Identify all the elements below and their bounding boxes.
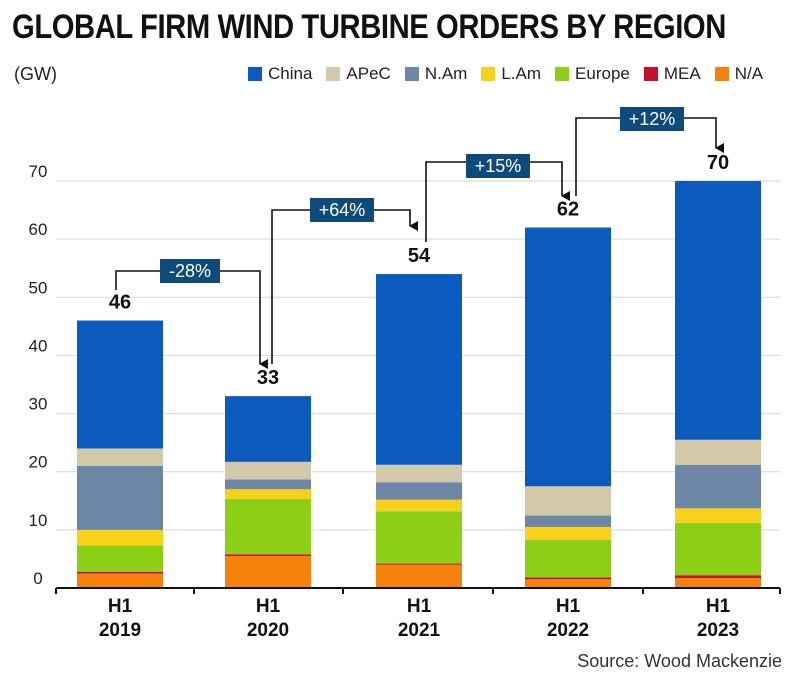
bar-total-label: 62 (557, 199, 579, 221)
bar-segment-na (675, 578, 761, 588)
change-badge (466, 154, 530, 178)
bar-segment-apec (77, 448, 163, 466)
bar-segment-na (376, 564, 462, 588)
legend-item-europe: Europe (555, 64, 630, 84)
bar-segment-lam (225, 489, 311, 500)
legend-item-china: China (248, 64, 312, 84)
bar-segment-lam (525, 526, 611, 540)
bar-segment-nam (77, 465, 163, 530)
bar-total-label: 33 (257, 367, 279, 389)
x-tick-label: H1 (706, 596, 731, 617)
x-tick-label: 2023 (697, 620, 739, 641)
y-tick-label: 10 (29, 511, 48, 530)
change-badge (310, 198, 374, 222)
change-label: +64% (319, 200, 366, 220)
legend: China APeC N.Am L.Am Europe MEA N/A (248, 64, 763, 84)
bar-segment-china (525, 227, 611, 487)
bar-segment-nam (675, 464, 761, 509)
x-tick-label: H1 (256, 596, 281, 617)
change-label: +15% (475, 156, 522, 176)
y-tick-label: 50 (29, 278, 48, 297)
y-tick-label: 30 (29, 395, 48, 414)
legend-item-lam: L.Am (481, 64, 541, 84)
legend-item-nam: N.Am (404, 64, 468, 84)
y-unit-label: (GW) (14, 64, 57, 84)
y-tick-label: 70 (29, 162, 48, 181)
legend-label: APeC (346, 64, 391, 83)
bar-segment-lam (376, 499, 462, 512)
bar-segment-na (225, 556, 311, 588)
bar-segment-mea (525, 577, 611, 580)
legend-swatch (481, 67, 496, 81)
bar-segment-mea (225, 554, 311, 557)
legend-label: MEA (663, 64, 701, 83)
legend-label: N.Am (424, 64, 468, 83)
x-tick-label: H1 (407, 596, 432, 617)
bar-total-label: 46 (109, 292, 131, 314)
chart-title: GLOBAL FIRM WIND TURBINE ORDERS BY REGIO… (12, 8, 726, 46)
bar-segment-apec (376, 464, 462, 483)
legend-item-na: N/A (714, 64, 764, 84)
bar-segment-nam (525, 515, 611, 527)
bar-segment-europe (675, 522, 761, 576)
legend-label: L.Am (501, 64, 542, 83)
bar-segment-china (376, 274, 462, 465)
change-label: -28% (169, 261, 211, 281)
legend-swatch (326, 67, 341, 81)
bar-segment-europe (525, 539, 611, 578)
x-tick-label: 2021 (398, 620, 441, 641)
legend-swatch (555, 67, 570, 81)
bar-segment-apec (675, 439, 761, 465)
legend-item-mea: MEA (643, 64, 701, 84)
change-badge (160, 259, 220, 283)
change-label: +12% (629, 109, 676, 129)
x-tick-label: 2022 (547, 620, 589, 641)
y-tick-label: 0 (33, 569, 42, 588)
bar-segment-apec (525, 486, 611, 516)
bar-segment-europe (376, 511, 462, 564)
bar-segment-lam (675, 508, 761, 523)
bar-segment-europe (77, 545, 163, 572)
y-tick-label: 40 (29, 336, 48, 355)
bar-segment-china (225, 396, 311, 462)
bar-segment-europe (225, 499, 311, 555)
legend-label: Europe (575, 64, 630, 83)
bar-segment-apec (225, 461, 311, 480)
bar-total-label: 70 (707, 152, 729, 174)
legend-swatch (714, 67, 729, 81)
bar-segment-lam (77, 529, 163, 546)
change-badge (620, 107, 684, 131)
bar-segment-mea (77, 571, 163, 574)
legend-swatch (404, 67, 419, 81)
x-tick-label: H1 (108, 596, 133, 617)
bar-segment-nam (376, 482, 462, 500)
bar-segment-mea (376, 563, 462, 565)
legend-swatch (248, 67, 262, 81)
y-tick-label: 20 (29, 453, 48, 472)
x-tick-label: 2019 (99, 620, 141, 641)
legend-swatch (643, 67, 658, 81)
bar-segment-na (77, 573, 163, 588)
bar-segment-nam (225, 479, 311, 490)
y-tick-label: 60 (29, 220, 48, 239)
x-tick-label: H1 (556, 596, 581, 617)
bar-total-label: 54 (408, 245, 431, 267)
x-tick-label: 2020 (247, 620, 289, 641)
bar-segment-na (525, 579, 611, 588)
legend-label: China (268, 64, 313, 83)
bar-segment-china (77, 320, 163, 449)
legend-label: N/A (734, 64, 764, 83)
bar-segment-china (675, 181, 761, 440)
bar-segment-mea (675, 575, 761, 579)
legend-item-apec: APeC (326, 64, 391, 84)
source-note: Source: Wood Mackenzie (577, 651, 782, 671)
